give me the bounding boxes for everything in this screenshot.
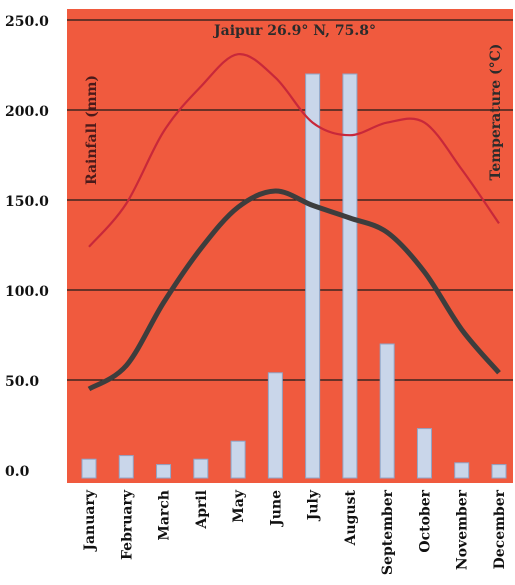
x-tick-label: June xyxy=(268,490,284,528)
chart-title: Jaipur 26.9° N, 75.8° xyxy=(212,23,376,39)
rainfall-bar xyxy=(454,462,470,479)
y2-axis-label: Temperature (°C) xyxy=(488,44,504,181)
rainfall-bar xyxy=(267,372,283,479)
x-tick-label: February xyxy=(119,489,135,560)
x-tick-label: November xyxy=(455,489,471,570)
plot-background xyxy=(67,9,513,483)
rainfall-bar xyxy=(491,464,507,479)
x-tick-label: October xyxy=(417,489,433,552)
x-tick-labels: January February March April May June July Augu… xyxy=(82,489,508,575)
x-tick-label: March xyxy=(157,490,173,541)
min-temperature-line xyxy=(87,188,501,392)
rainfall-bar xyxy=(193,458,209,479)
rainfall-bar xyxy=(416,428,432,479)
rainfall-bars xyxy=(81,73,507,479)
y-tick-label: 100.0 xyxy=(5,284,49,300)
x-tick-label: January xyxy=(82,489,98,553)
x-tick-label: July xyxy=(306,489,322,522)
x-tick-label: December xyxy=(492,489,508,569)
rainfall-bar xyxy=(342,73,358,479)
rainfall-bar xyxy=(379,343,395,479)
y-tick-label: 250.0 xyxy=(5,14,49,30)
y-tick-label: 0.0 xyxy=(5,464,30,480)
rainfall-bar xyxy=(118,455,134,479)
rainfall-bar xyxy=(230,440,246,479)
rainfall-bar xyxy=(305,73,321,479)
x-tick-label: April xyxy=(194,490,210,530)
y-tick-labels: 0.0 50.0 100.0 150.0 200.0 250.0 xyxy=(5,14,49,480)
temperature-lines xyxy=(87,53,501,392)
rainfall-bar xyxy=(156,464,172,479)
y-axis-label: Rainfall (mm) xyxy=(84,75,100,185)
max-temperature-line xyxy=(88,53,500,248)
rainfall-bar xyxy=(81,458,97,479)
y-tick-label: 200.0 xyxy=(5,104,49,120)
x-tick-label: September xyxy=(380,489,396,575)
y-tick-label: 50.0 xyxy=(5,374,39,390)
y-tick-label: 150.0 xyxy=(5,194,49,210)
x-tick-label: May xyxy=(231,489,247,523)
x-tick-label: August xyxy=(343,489,359,546)
